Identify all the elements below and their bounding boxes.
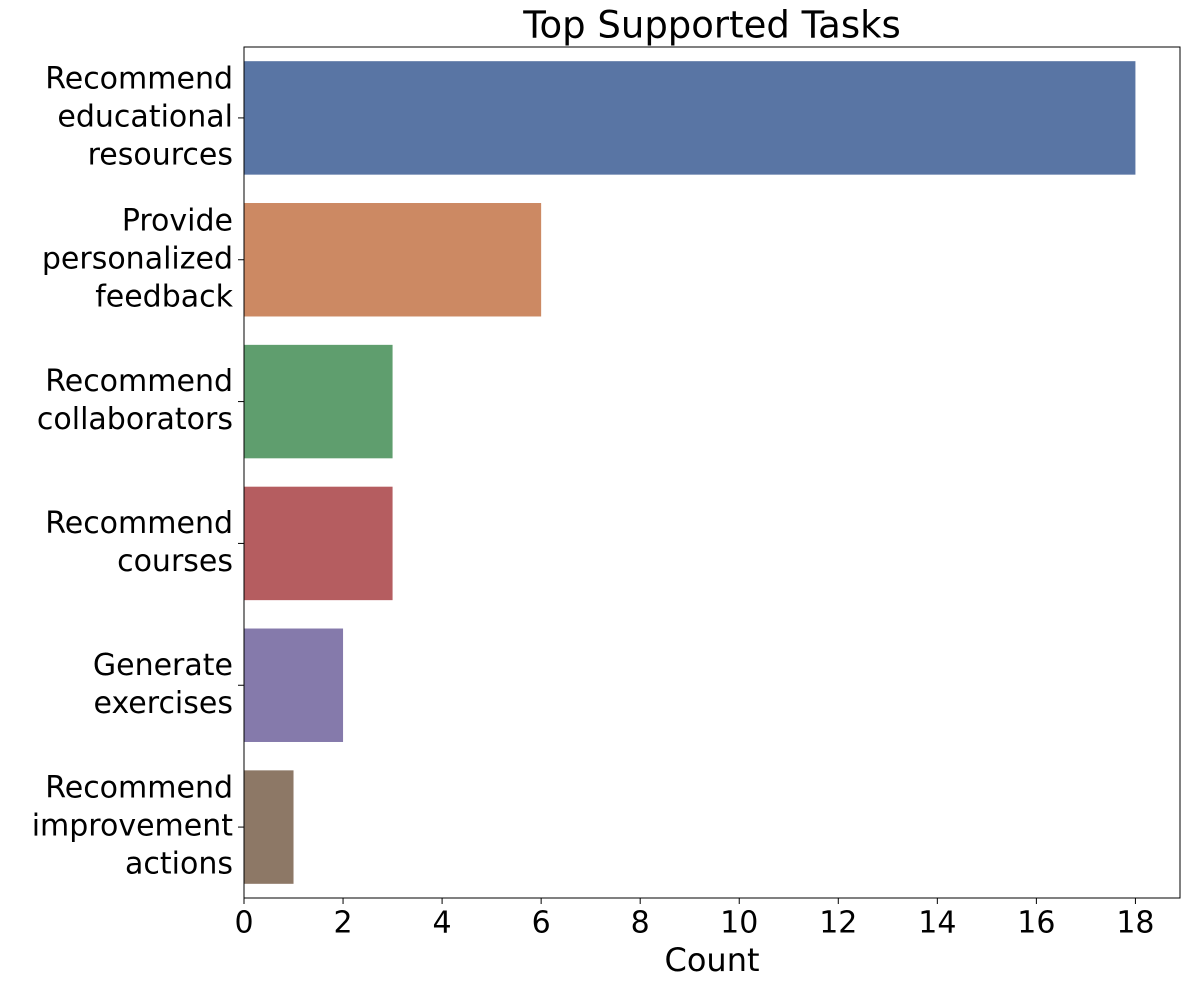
bar [244,61,1136,175]
plot-frame [243,46,1181,899]
bar [244,770,294,884]
bar [244,486,393,601]
y-tick-label: courses [117,544,233,579]
x-tick-label: 0 [234,906,253,941]
x-tick-label: 6 [532,906,551,941]
y-tick-label: educational [57,99,233,134]
x-tick-label: 14 [918,906,956,941]
x-axis-label: Count [664,941,759,979]
x-tick-label: 18 [1116,906,1154,941]
x-tick-label: 2 [334,906,353,941]
x-tick-label: 12 [819,906,857,941]
y-tick-label: actions [125,847,233,882]
y-tick-label: personalized [42,241,233,276]
bar [244,628,344,742]
y-tick-label: improvement [32,809,234,844]
y-tick-label: Recommend [45,61,233,96]
y-tick-label: resources [88,137,233,172]
x-tick-label: 8 [631,906,650,941]
x-tick-label: 16 [1017,906,1055,941]
y-tick-label: Generate [93,648,233,683]
y-tick-label: Recommend [45,506,233,541]
y-tick-label: collaborators [37,402,233,437]
y-tick-label: exercises [94,686,233,721]
y-tick-label: feedback [95,279,233,314]
y-tick-label: Provide [122,203,233,238]
x-tick-label: 10 [720,906,758,941]
x-tick-label: 4 [433,906,452,941]
y-tick-label: Recommend [45,364,233,399]
bar [244,344,393,459]
bar [244,203,542,317]
chart-title: Top Supported Tasks [522,4,901,47]
y-tick-label: Recommend [45,771,233,806]
